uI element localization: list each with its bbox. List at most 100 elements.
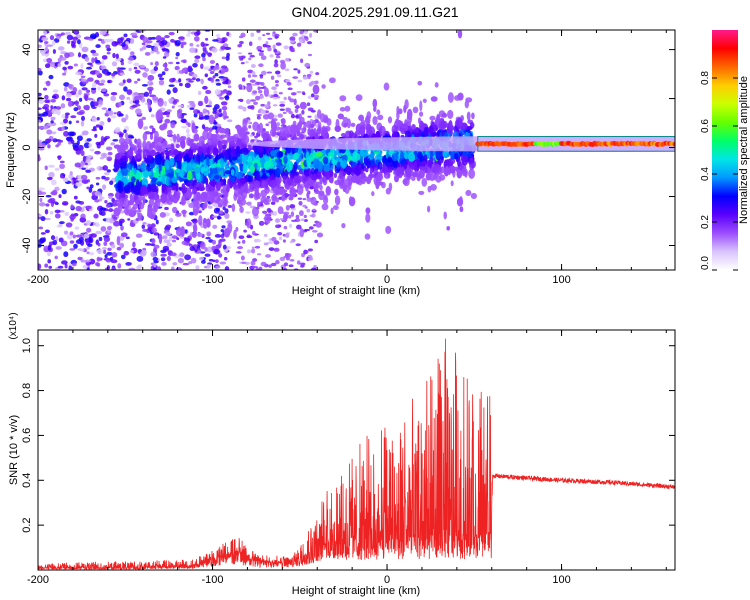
noise-cell — [171, 105, 175, 109]
noise-cell — [185, 221, 192, 227]
noise-cell — [101, 107, 107, 110]
noise-cell — [50, 120, 54, 124]
noise-cell — [58, 237, 64, 243]
band-cell — [456, 169, 463, 179]
noise-cell — [214, 234, 222, 238]
noise-cell — [118, 82, 125, 87]
band-cell — [246, 83, 253, 93]
band-cell — [365, 213, 371, 223]
noise-cell — [104, 199, 108, 204]
noise-cell — [95, 124, 101, 128]
y-tick-label: 0.4 — [21, 473, 33, 488]
noise-cell — [118, 113, 124, 117]
noise-cell — [260, 109, 266, 115]
noise-cell — [289, 204, 296, 209]
noise-cell — [187, 30, 191, 35]
band-cell — [292, 164, 296, 174]
band-cell — [334, 188, 339, 196]
noise-cell — [170, 252, 177, 257]
noise-cell — [40, 216, 46, 222]
noise-cell — [218, 210, 224, 215]
noise-cell — [209, 70, 215, 75]
noise-cell — [50, 235, 56, 241]
noise-cell — [268, 264, 272, 268]
noise-cell — [108, 195, 113, 199]
band-cell — [366, 123, 372, 134]
noise-cell — [131, 105, 138, 108]
noise-cell — [238, 84, 243, 89]
noise-cell — [237, 52, 243, 55]
noise-cell — [241, 77, 246, 82]
noise-cell — [194, 55, 201, 60]
band-cell — [235, 124, 242, 130]
noise-cell — [103, 236, 111, 242]
noise-cell — [94, 199, 100, 203]
x-tick-label: 0 — [384, 274, 390, 286]
band-cell — [147, 99, 151, 111]
band-cell — [134, 95, 139, 101]
band-cell — [456, 197, 464, 207]
noise-cell — [86, 246, 90, 250]
band-cell — [354, 165, 362, 176]
noise-cell — [48, 164, 55, 168]
band-cell — [231, 203, 236, 213]
band-cell — [175, 143, 180, 149]
noise-cell — [288, 264, 294, 268]
noise-cell — [66, 40, 71, 44]
noise-cell — [60, 57, 67, 61]
noise-cell — [88, 143, 93, 148]
noise-cell — [222, 244, 227, 250]
noise-cell — [39, 197, 43, 203]
noise-cell — [59, 221, 65, 225]
noise-cell — [64, 211, 70, 217]
noise-cell — [73, 147, 80, 152]
band-cell — [142, 149, 150, 157]
noise-cell — [247, 249, 251, 254]
noise-cell — [64, 61, 69, 65]
band-cell — [192, 162, 197, 169]
noise-cell — [128, 67, 132, 72]
band-cell — [276, 177, 280, 189]
band-cell — [411, 124, 416, 131]
noise-cell — [249, 79, 256, 83]
noise-cell — [70, 41, 76, 48]
band-cell — [252, 206, 259, 217]
noise-cell — [160, 257, 166, 262]
noise-cell — [105, 203, 111, 208]
noise-cell — [166, 256, 171, 262]
noise-cell — [44, 107, 50, 112]
noise-cell — [70, 115, 77, 119]
tone-halo — [246, 135, 675, 152]
band-cell — [418, 190, 425, 195]
band-cell — [470, 192, 478, 200]
noise-cell — [306, 102, 311, 107]
noise-cell — [46, 123, 54, 127]
noise-cell — [283, 45, 289, 50]
noise-cell — [279, 108, 285, 111]
band-cell — [251, 230, 256, 236]
band-cell — [313, 157, 319, 169]
band-cell — [159, 211, 166, 218]
noise-cell — [44, 41, 49, 44]
noise-cell — [158, 77, 165, 81]
noise-cell — [198, 101, 203, 107]
noise-cell — [221, 106, 228, 111]
noise-cell — [69, 214, 76, 220]
noise-cell — [274, 59, 278, 64]
noise-cell — [249, 134, 254, 137]
band-cell — [364, 233, 371, 240]
noise-cell — [111, 214, 116, 219]
band-cell — [443, 211, 447, 220]
noise-cell — [52, 138, 58, 143]
band-cell — [312, 84, 320, 95]
band-cell — [229, 181, 233, 189]
band-cell — [209, 180, 216, 186]
noise-cell — [38, 113, 46, 117]
noise-cell — [80, 248, 85, 252]
noise-cell — [181, 240, 188, 245]
noise-cell — [301, 38, 306, 41]
noise-cell — [218, 253, 223, 258]
band-cell — [343, 123, 347, 128]
noise-cell — [38, 190, 43, 196]
